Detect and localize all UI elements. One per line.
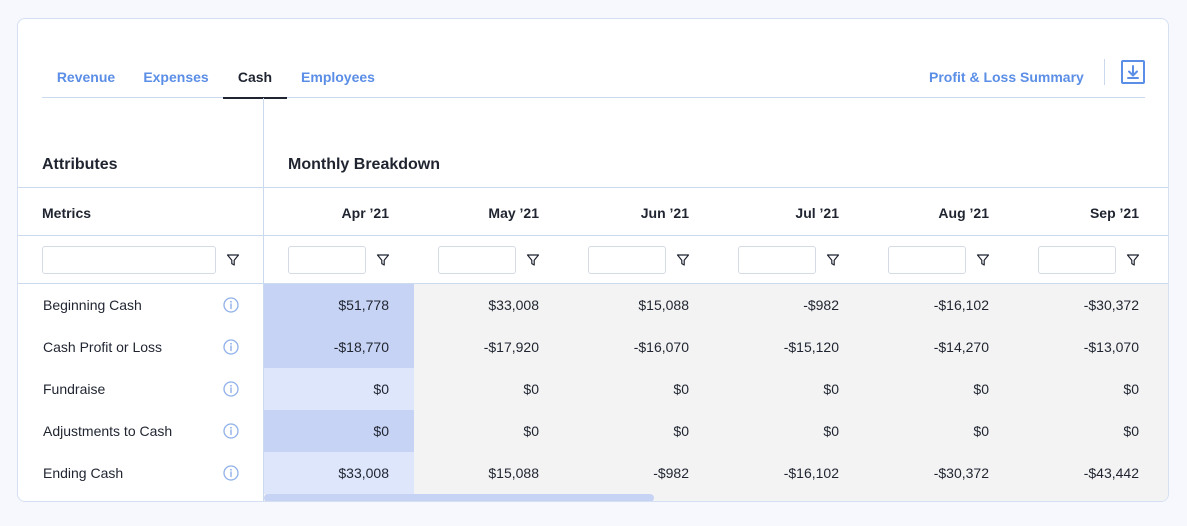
month-header: Aug ’21 (938, 205, 989, 221)
header-divider (1104, 59, 1105, 85)
filter-icon[interactable] (226, 253, 240, 267)
row-label-ending-cash: Ending Cash (43, 465, 124, 481)
table-cell[interactable]: $0 (823, 381, 839, 397)
attributes-title: Attributes (42, 156, 118, 173)
table-cell[interactable]: -$982 (803, 297, 839, 313)
divider (18, 283, 1168, 284)
filter-icon[interactable] (676, 253, 690, 267)
table-cell[interactable]: $0 (973, 381, 989, 397)
filter-icon[interactable] (1126, 253, 1140, 267)
table-cell[interactable]: $33,008 (264, 452, 414, 494)
table-cell[interactable]: -$16,102 (783, 465, 839, 481)
row-label-beginning-cash: Beginning Cash (43, 297, 142, 313)
table-cell[interactable]: -$30,372 (933, 465, 989, 481)
month-filter-input[interactable] (1038, 246, 1116, 274)
month-header: May ’21 (488, 205, 539, 221)
attributes-pane (18, 98, 264, 501)
table-cell[interactable]: $0 (973, 423, 989, 439)
download-icon (1127, 65, 1139, 79)
month-header: Apr ’21 (341, 205, 389, 221)
row-label-adjustments-to-cash: Adjustments to Cash (43, 423, 173, 439)
tab-bar: Revenue Expenses Cash Employees Profit &… (42, 59, 1145, 99)
row-label-fundraise: Fundraise (43, 381, 106, 397)
table-cell[interactable]: -$15,120 (783, 339, 839, 355)
horizontal-scrollbar-thumb[interactable] (264, 494, 654, 501)
table-cell[interactable]: -$13,070 (1083, 339, 1139, 355)
tab-expenses[interactable]: Expenses (143, 68, 209, 85)
table-cell[interactable]: $0 (1123, 381, 1139, 397)
table-cell[interactable]: $51,778 (264, 284, 414, 326)
table-cell[interactable]: -$18,770 (264, 326, 414, 368)
month-filter-input[interactable] (738, 246, 816, 274)
tab-revenue[interactable]: Revenue (56, 68, 116, 85)
table-cell[interactable]: $0 (523, 423, 539, 439)
metrics-filter-input[interactable] (42, 246, 216, 274)
table-cell[interactable]: -$30,372 (1083, 297, 1139, 313)
tab-employees[interactable]: Employees (301, 68, 375, 85)
month-header: Jul ’21 (795, 205, 839, 221)
table-cell[interactable]: -$982 (653, 465, 689, 481)
month-header: Sep ’21 (1089, 205, 1139, 221)
month-header: Jun ’21 (640, 205, 689, 221)
table-cell[interactable]: -$17,920 (483, 339, 539, 355)
table-cell[interactable]: -$16,102 (933, 297, 989, 313)
table-cell[interactable]: $0 (673, 381, 689, 397)
horizontal-scrollbar-track[interactable] (264, 494, 1168, 501)
month-filter-input[interactable] (588, 246, 666, 274)
info-icon[interactable] (223, 423, 239, 439)
table-cell[interactable]: -$16,070 (633, 339, 689, 355)
info-icon[interactable] (223, 381, 239, 397)
row-label-cash-profit-or-loss: Cash Profit or Loss (43, 339, 163, 355)
month-filter-input[interactable] (288, 246, 366, 274)
download-button[interactable] (1121, 60, 1145, 84)
filter-icon[interactable] (376, 253, 390, 267)
table-cell[interactable]: $0 (673, 423, 689, 439)
profit-loss-summary-link[interactable]: Profit & Loss Summary (929, 68, 1084, 85)
filter-icon[interactable] (976, 253, 990, 267)
metrics-header: Metrics (42, 205, 92, 221)
info-icon[interactable] (223, 465, 239, 481)
month-filter-input[interactable] (438, 246, 516, 274)
info-icon[interactable] (223, 297, 239, 313)
table-cell[interactable]: $0 (523, 381, 539, 397)
divider (18, 187, 1168, 188)
info-icon[interactable] (223, 339, 239, 355)
table-cell[interactable]: -$43,442 (1083, 465, 1139, 481)
filter-icon[interactable] (826, 253, 840, 267)
table-cell[interactable]: -$14,270 (933, 339, 989, 355)
table-cell[interactable]: $0 (823, 423, 839, 439)
table-cell[interactable]: $15,088 (488, 465, 539, 481)
data-grid-body (414, 284, 1168, 501)
tab-cash[interactable]: Cash (223, 59, 287, 99)
table-cell[interactable]: $0 (1123, 423, 1139, 439)
table-cell[interactable]: $33,008 (488, 297, 539, 313)
cash-table-card: Revenue Expenses Cash Employees Profit &… (17, 18, 1169, 502)
table-cell[interactable]: $0 (264, 410, 414, 452)
table-cell[interactable]: $15,088 (638, 297, 689, 313)
monthly-breakdown-title: Monthly Breakdown (288, 156, 441, 173)
divider (18, 235, 1168, 236)
table-cell[interactable]: $0 (264, 368, 414, 410)
month-filter-input[interactable] (888, 246, 966, 274)
filter-icon[interactable] (526, 253, 540, 267)
